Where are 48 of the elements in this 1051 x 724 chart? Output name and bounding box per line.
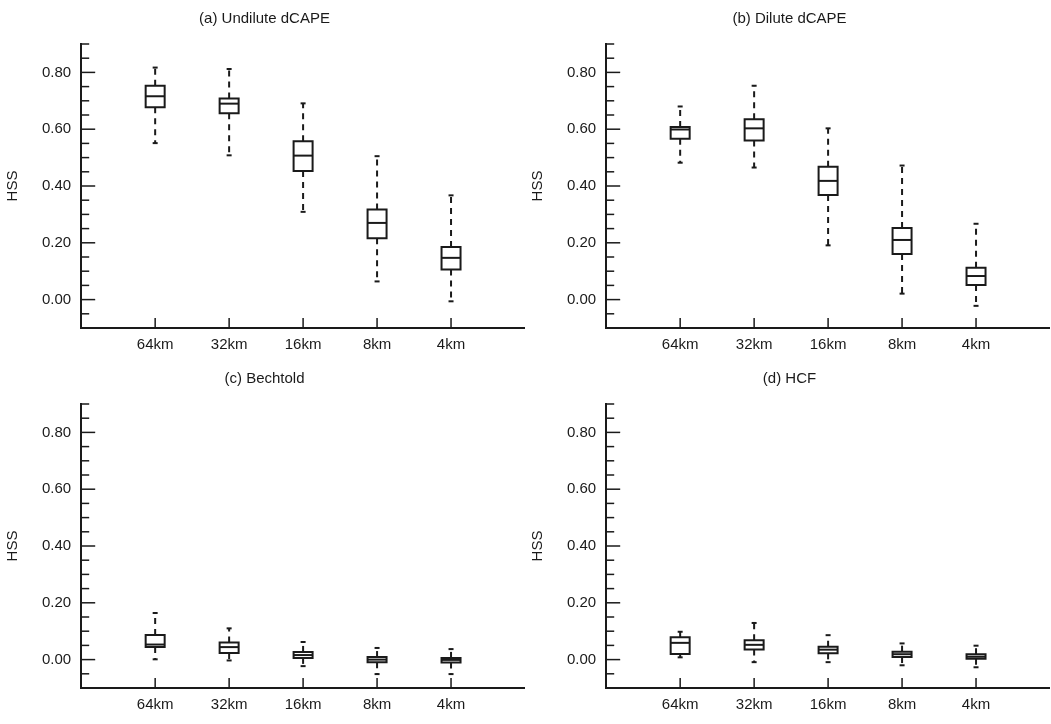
y-tick-label: 0.20	[41, 592, 72, 610]
chart-title: (b) Dilute dCAPE	[732, 9, 847, 27]
y-tick-label: 0.80	[41, 422, 72, 440]
y-axis-title: HSS	[528, 170, 546, 202]
x-tick-label: 16km	[809, 695, 847, 713]
y-tick-label: 0.80	[41, 62, 72, 80]
x-tick-label: 32km	[735, 695, 773, 713]
y-axis-title: HSS	[3, 170, 21, 202]
y-tick-label: 0.20	[566, 232, 597, 250]
y-tick-label: 0.60	[566, 119, 597, 137]
x-tick-label: 32km	[210, 695, 248, 713]
chart-title: (a) Undilute dCAPE	[199, 9, 330, 27]
x-tick-label: 64km	[136, 695, 174, 713]
chart-title: (c) Bechtold	[224, 369, 305, 387]
x-tick-label: 64km	[661, 695, 699, 713]
x-tick-label: 4km	[961, 335, 991, 353]
chart-title: (d) HCF	[762, 369, 817, 387]
x-tick-label: 16km	[284, 695, 322, 713]
x-tick-label: 4km	[436, 335, 466, 353]
y-tick-label: 0.60	[41, 119, 72, 137]
y-tick-label: 0.60	[566, 479, 597, 497]
y-tick-label: 0.20	[566, 592, 597, 610]
x-tick-label: 8km	[362, 695, 392, 713]
y-tick-label: 0.80	[566, 422, 597, 440]
y-tick-label: 0.40	[41, 176, 72, 194]
y-tick-label: 0.00	[566, 289, 597, 307]
y-tick-label: 0.60	[41, 479, 72, 497]
x-tick-label: 8km	[362, 335, 392, 353]
y-tick-label: 0.00	[566, 649, 597, 667]
y-axis-title: HSS	[528, 530, 546, 562]
x-tick-label: 8km	[887, 335, 917, 353]
x-tick-label: 64km	[661, 335, 699, 353]
x-tick-label: 4km	[436, 695, 466, 713]
y-tick-label: 0.00	[41, 649, 72, 667]
y-tick-label: 0.00	[41, 289, 72, 307]
y-tick-label: 0.40	[41, 536, 72, 554]
x-tick-label: 32km	[210, 335, 248, 353]
y-axis-title: HSS	[3, 530, 21, 562]
x-tick-label: 64km	[136, 335, 174, 353]
y-tick-label: 0.20	[41, 232, 72, 250]
y-tick-label: 0.40	[566, 176, 597, 194]
x-tick-label: 16km	[284, 335, 322, 353]
x-tick-label: 16km	[809, 335, 847, 353]
y-tick-label: 0.80	[566, 62, 597, 80]
x-tick-label: 4km	[961, 695, 991, 713]
x-tick-label: 8km	[887, 695, 917, 713]
y-tick-label: 0.40	[566, 536, 597, 554]
x-tick-label: 32km	[735, 335, 773, 353]
